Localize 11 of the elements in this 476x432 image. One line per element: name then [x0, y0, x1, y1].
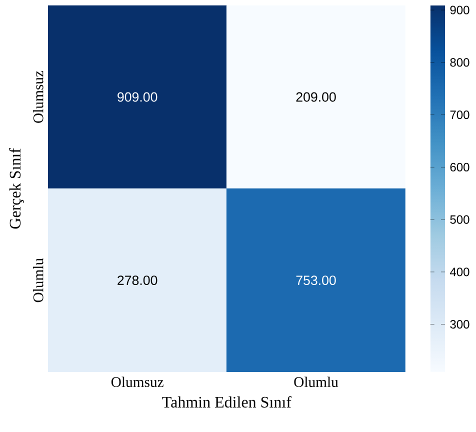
color-bar-label: 500	[450, 215, 470, 224]
x-axis-title: Tahmin Edilen Sınıf	[162, 396, 292, 408]
data-label: 278.00	[118, 276, 158, 286]
color-bar-label: 300	[450, 320, 470, 329]
color-bar-label: 400	[450, 268, 470, 276]
y-axis-title: Gerçek Sınıf	[9, 148, 24, 229]
color-bar-label: 700	[450, 110, 470, 120]
color-bar-label: 900	[450, 6, 470, 14]
color-bar-label: 800	[450, 58, 470, 67]
color-bar-label: 600	[450, 162, 470, 172]
data-label: 753.00	[296, 276, 336, 286]
